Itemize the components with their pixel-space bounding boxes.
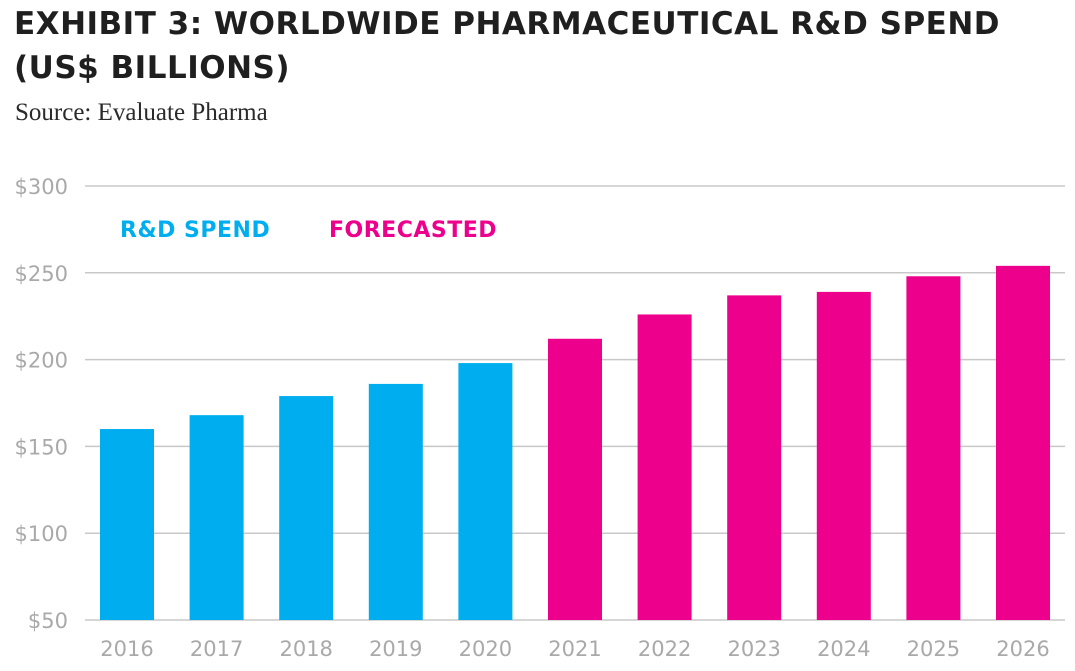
x-axis-tick-labels: 2016 2017 2018 2019 2020 2021 2022 2023 2024 2025… xyxy=(100,637,1049,661)
x-tick-label: 2025 xyxy=(907,637,960,661)
bar xyxy=(816,291,871,620)
bar xyxy=(727,295,782,620)
y-tick-label: $250 xyxy=(15,262,68,286)
bar xyxy=(637,314,692,620)
bar xyxy=(368,383,423,620)
bars xyxy=(100,265,1050,620)
x-tick-label: 2024 xyxy=(817,637,870,661)
bar xyxy=(189,415,244,620)
y-tick-label: $150 xyxy=(15,435,68,459)
x-tick-label: 2026 xyxy=(996,637,1049,661)
chart-source: Source: Evaluate Pharma xyxy=(15,99,268,126)
legend: R&D SPEND FORECASTED xyxy=(120,218,497,243)
x-tick-label: 2021 xyxy=(548,637,601,661)
y-tick-label: $50 xyxy=(28,609,68,633)
chart-title: EXHIBIT 3: WORLDWIDE PHARMACEUTICAL R&D … xyxy=(14,6,1001,86)
x-tick-label: 2017 xyxy=(190,637,243,661)
y-tick-label: $200 xyxy=(15,349,68,373)
x-tick-label: 2018 xyxy=(279,637,332,661)
bar xyxy=(279,396,334,620)
y-tick-label: $100 xyxy=(15,522,68,546)
x-tick-label: 2020 xyxy=(459,637,512,661)
x-tick-label: 2022 xyxy=(638,637,691,661)
legend-label: R&D SPEND xyxy=(120,218,270,243)
legend-label: FORECASTED xyxy=(329,218,497,243)
y-axis-tick-labels: $50 $100 $150 $200 $250 $300 xyxy=(15,175,68,633)
x-tick-label: 2019 xyxy=(369,637,422,661)
x-tick-label: 2023 xyxy=(727,637,780,661)
x-tick-label: 2016 xyxy=(100,637,153,661)
bar xyxy=(548,338,602,620)
bar xyxy=(996,265,1050,620)
bar xyxy=(458,363,513,620)
bar xyxy=(100,429,154,620)
y-tick-label: $300 xyxy=(15,175,68,199)
bar xyxy=(906,276,961,620)
